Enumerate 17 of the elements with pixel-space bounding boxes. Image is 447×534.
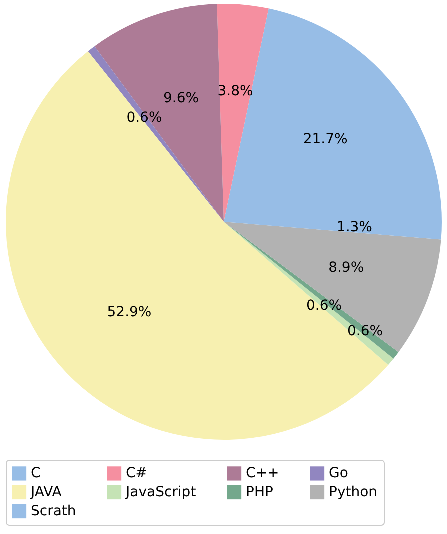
data-label: 52.9%: [107, 304, 152, 320]
data-label: 21.7%: [303, 132, 348, 148]
data-label: 3.8%: [218, 84, 254, 100]
legend-label: Python: [329, 484, 378, 500]
legend-label: Go: [329, 466, 348, 482]
data-label: 8.9%: [328, 260, 364, 276]
legend-label: C++: [246, 466, 280, 482]
legend-label: JavaScript: [125, 484, 197, 500]
data-label: 1.3%: [336, 219, 372, 236]
legend-label: JAVA: [30, 484, 62, 500]
data-label: 0.6%: [347, 324, 384, 340]
legend-label: PHP: [246, 484, 274, 500]
legend-label: C: [31, 466, 41, 482]
data-label: 9.6%: [163, 90, 200, 106]
data-label: 0.6%: [306, 298, 342, 314]
legend-label: C#: [126, 466, 148, 482]
legend-label: Scrath: [31, 504, 76, 520]
